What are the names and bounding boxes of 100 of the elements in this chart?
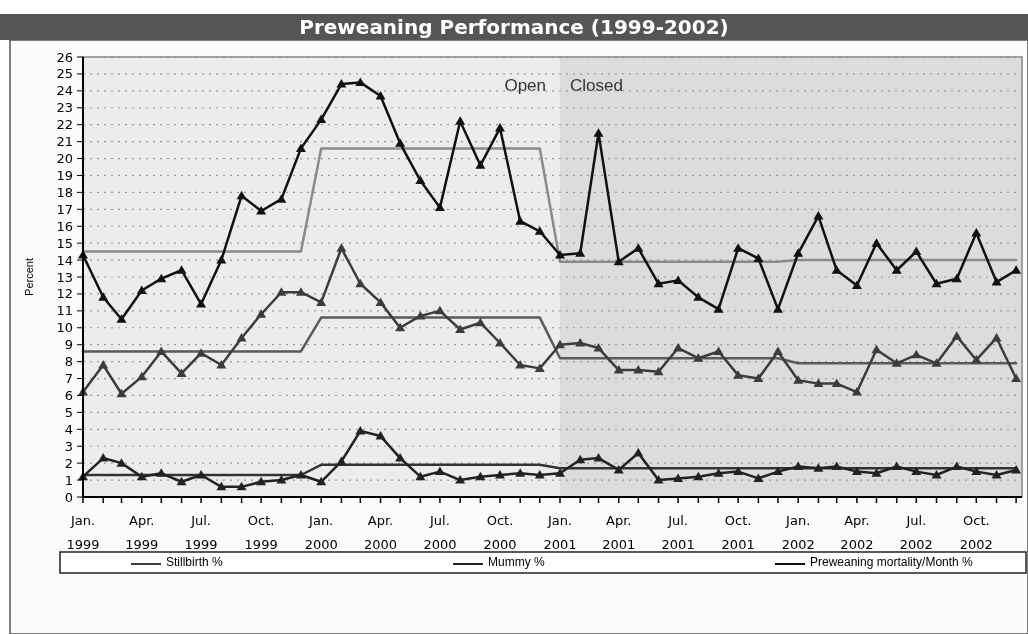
- point: [295, 470, 306, 479]
- point: [295, 287, 306, 296]
- y-tick-label: 23: [56, 100, 73, 116]
- point: [176, 368, 187, 377]
- legend-label: Mummy %: [488, 555, 545, 570]
- x-tick-label: Oct. 2001: [721, 513, 755, 552]
- point: [911, 246, 922, 256]
- y-tick-label: 26: [56, 49, 73, 65]
- point: [295, 143, 306, 152]
- point: [116, 458, 127, 467]
- point: [951, 331, 962, 340]
- point: [753, 253, 764, 262]
- y-tick-label: 12: [56, 286, 73, 302]
- y-tick-label: 22: [56, 117, 73, 133]
- point: [693, 471, 704, 481]
- point: [891, 358, 902, 367]
- y-tick-label: 15: [56, 235, 73, 251]
- y-tick-label: 21: [56, 134, 73, 150]
- point: [971, 354, 982, 364]
- point: [871, 344, 882, 354]
- y-tick-label: 19: [56, 168, 73, 184]
- point: [793, 248, 804, 257]
- point: [176, 476, 187, 486]
- y-tick-label: 11: [56, 303, 73, 319]
- point: [494, 338, 505, 347]
- point: [336, 243, 347, 252]
- point: [515, 468, 526, 477]
- point: [316, 297, 327, 306]
- y-tick-label: 4: [64, 421, 73, 437]
- x-tick-label: Apr. 2000: [364, 513, 398, 552]
- point: [991, 470, 1002, 479]
- point: [673, 343, 684, 352]
- point: [395, 138, 406, 147]
- point: [653, 278, 664, 288]
- point: [98, 360, 109, 369]
- y-tick-label: 13: [56, 269, 73, 285]
- point: [316, 476, 327, 486]
- point: [851, 466, 862, 476]
- point: [813, 211, 824, 220]
- point: [415, 175, 426, 185]
- point: [256, 309, 267, 318]
- point: [851, 280, 862, 289]
- x-tick-label: Jul. 2002: [899, 513, 933, 552]
- point: [475, 160, 486, 169]
- point: [633, 448, 644, 457]
- point: [813, 463, 824, 472]
- point: [851, 387, 862, 396]
- point: [316, 114, 327, 124]
- y-tick-label: 5: [64, 404, 73, 420]
- point: [871, 238, 882, 247]
- x-tick-label: Jul. 1999: [184, 513, 218, 552]
- point: [633, 243, 644, 252]
- point: [575, 248, 586, 257]
- point: [713, 304, 724, 313]
- point: [156, 346, 167, 355]
- y-tick-label: 24: [56, 83, 73, 99]
- point: [793, 375, 804, 384]
- point: [971, 228, 982, 237]
- point: [951, 461, 962, 471]
- y-tick-label: 17: [56, 201, 73, 217]
- point: [575, 338, 586, 347]
- point: [136, 471, 147, 481]
- point: [256, 206, 267, 215]
- x-tick-label: Jan. 1999: [66, 513, 100, 552]
- point: [831, 378, 842, 388]
- point: [653, 366, 664, 376]
- point: [733, 243, 744, 252]
- point: [534, 470, 545, 479]
- x-tick-label: Apr. 1999: [125, 513, 159, 552]
- y-tick-label: 9: [64, 337, 73, 353]
- point: [216, 255, 227, 264]
- y-tick-label: 18: [56, 184, 73, 200]
- point: [534, 226, 545, 235]
- point: [196, 470, 207, 479]
- x-tick-label: Oct. 1999: [244, 513, 278, 552]
- point: [693, 353, 704, 362]
- band-label: Closed: [570, 76, 623, 95]
- point: [136, 285, 147, 295]
- y-tick-label: 2: [64, 455, 73, 471]
- point: [733, 466, 744, 476]
- y-tick-label: 14: [56, 252, 73, 268]
- point: [515, 216, 526, 225]
- point: [336, 79, 347, 88]
- point: [395, 322, 406, 332]
- point: [673, 473, 684, 482]
- x-tick-label: Jan. 2001: [543, 513, 577, 552]
- point: [434, 202, 445, 212]
- point: [515, 360, 526, 369]
- point: [891, 461, 902, 471]
- y-tick-label: 20: [56, 151, 73, 167]
- point: [395, 453, 406, 462]
- point: [455, 475, 466, 484]
- point: [455, 116, 466, 125]
- point: [891, 265, 902, 274]
- point: [336, 456, 347, 465]
- point: [613, 256, 624, 266]
- point: [772, 466, 783, 476]
- y-tick-label: 6: [64, 388, 73, 404]
- point: [911, 466, 922, 476]
- point: [753, 373, 764, 383]
